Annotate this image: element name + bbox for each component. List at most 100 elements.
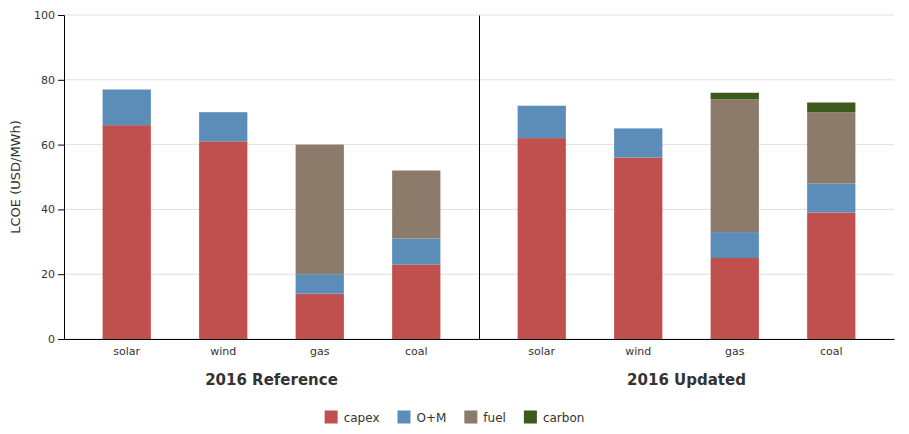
bar — [807, 102, 855, 112]
panel: solar wind gas coal 2016 Updated — [479, 15, 895, 389]
x-tick-label: coal — [820, 345, 843, 358]
x-axis: solar wind gas coal — [480, 340, 895, 358]
x-axis: solar wind gas coal — [65, 340, 480, 358]
y-tick-mark — [58, 209, 64, 210]
bar — [199, 112, 247, 113]
series — [711, 99, 856, 232]
bar — [296, 144, 344, 145]
legend-label: fuel — [483, 411, 506, 425]
grid-line — [479, 79, 894, 80]
bar — [103, 125, 151, 339]
grid-line — [64, 79, 479, 80]
bar — [711, 99, 759, 232]
x-tick-label: coal — [405, 345, 428, 358]
x-tick-label: wind — [625, 345, 651, 358]
legend-swatch — [325, 411, 338, 424]
bar — [614, 128, 662, 129]
bars — [103, 90, 441, 339]
x-axis-title: 2016 Reference — [205, 371, 338, 389]
bar — [199, 141, 247, 339]
bar — [199, 112, 247, 141]
x-tick: solar — [113, 345, 140, 358]
legend-label: capex — [344, 411, 380, 425]
y-tick-label: 40 — [41, 203, 55, 216]
y-tick: 0 — [48, 333, 64, 346]
legend-label: O+M — [416, 411, 446, 425]
bar — [711, 93, 759, 99]
bar — [392, 239, 440, 265]
bar — [518, 138, 566, 339]
legend-swatch — [524, 411, 537, 424]
x-tick: gas — [310, 345, 330, 358]
x-axis-title: 2016 Updated — [627, 371, 746, 389]
y-axis-line — [479, 16, 480, 340]
bar — [296, 294, 344, 339]
bar — [614, 128, 662, 157]
y-tick-mark — [58, 80, 64, 81]
bar — [614, 158, 662, 339]
y-tick: 80 — [41, 74, 64, 87]
x-tick-label: wind — [210, 345, 236, 358]
legend-swatch — [464, 411, 477, 424]
x-tick: wind — [210, 345, 236, 358]
y-tick: 20 — [41, 268, 64, 281]
grid — [64, 15, 479, 339]
series — [103, 90, 441, 294]
bar — [711, 232, 759, 258]
grid-line — [64, 15, 479, 16]
y-tick-label: 20 — [41, 268, 55, 281]
bar — [807, 213, 855, 339]
bar — [392, 170, 440, 171]
x-axis-line — [480, 339, 895, 340]
x-tick-label: gas — [725, 345, 745, 358]
series — [518, 106, 856, 258]
legend-item: capex — [325, 411, 380, 425]
bar — [296, 274, 344, 293]
bar — [711, 258, 759, 339]
legend-item: O+M — [397, 411, 446, 425]
bar — [392, 264, 440, 339]
bar — [807, 183, 855, 212]
series — [711, 93, 856, 112]
x-tick: coal — [405, 345, 428, 358]
legend-item: carbon — [524, 411, 584, 425]
bar — [199, 112, 247, 113]
y-axis: 0 20 40 60 80 100 — [34, 9, 65, 346]
y-axis-line — [58, 16, 65, 340]
x-axis-line — [65, 339, 480, 340]
y-tick-label: 60 — [41, 139, 55, 152]
x-tick-label: gas — [310, 345, 330, 358]
bar — [518, 105, 566, 106]
legend-label: carbon — [543, 411, 584, 425]
x-tick: coal — [820, 345, 843, 358]
y-tick-label: 80 — [41, 74, 55, 87]
grid-line — [479, 15, 894, 16]
x-tick-label: solar — [528, 345, 555, 358]
bar — [807, 112, 855, 183]
y-tick-label: 100 — [34, 9, 55, 22]
bar — [103, 90, 151, 126]
bar — [103, 89, 151, 90]
legend: capex O+M fuel carbon — [325, 411, 585, 425]
y-axis — [479, 16, 480, 340]
chart: solar wind gas coal 0 20 40 60 80 100 2016 Referen… — [0, 0, 909, 434]
x-tick-label: solar — [113, 345, 140, 358]
y-tick-mark — [58, 15, 64, 16]
y-tick: 60 — [41, 139, 64, 152]
legend-item: fuel — [464, 411, 506, 425]
x-tick: solar — [528, 345, 555, 358]
series — [296, 145, 441, 275]
y-tick-mark — [58, 339, 64, 340]
x-tick: wind — [625, 345, 651, 358]
bar — [103, 89, 151, 90]
bars — [518, 93, 856, 339]
bar — [296, 145, 344, 275]
y-tick-label: 0 — [48, 333, 55, 346]
bar — [518, 105, 566, 106]
grid — [479, 15, 894, 339]
legend-swatch — [397, 411, 410, 424]
y-tick: 40 — [41, 203, 64, 216]
bar — [518, 106, 566, 138]
y-tick: 100 — [34, 9, 64, 22]
bar — [614, 128, 662, 129]
